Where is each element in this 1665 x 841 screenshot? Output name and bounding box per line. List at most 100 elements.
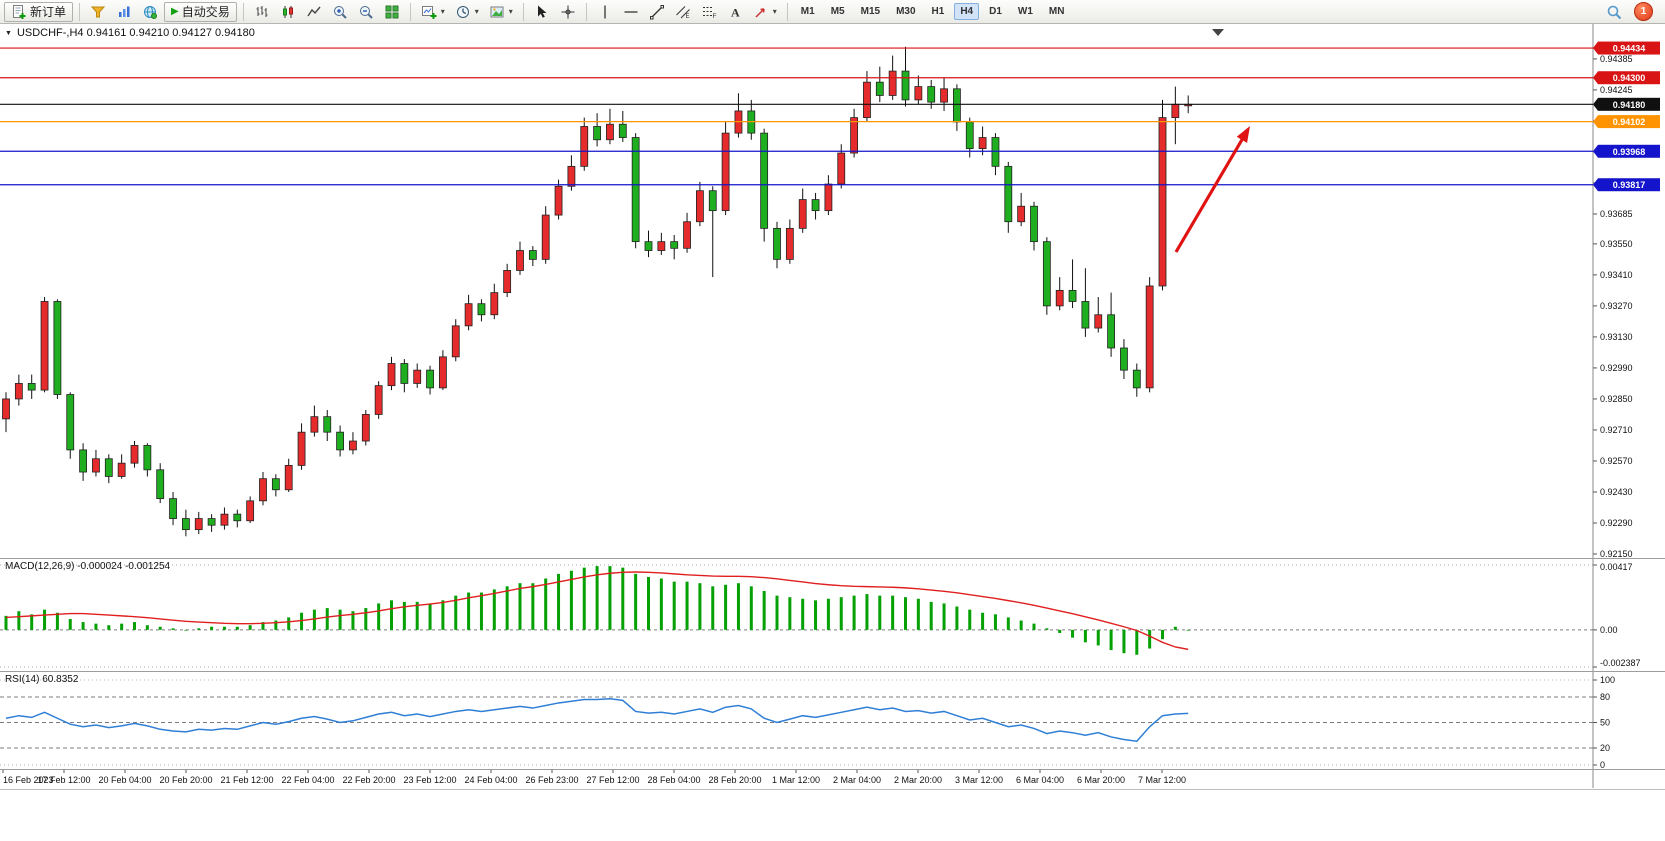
timeframe-m15-button[interactable]: M15 (860, 6, 881, 17)
vertical-line-tool-button[interactable] (593, 2, 617, 22)
time-axis[interactable]: 16 Feb 2023 17 Feb 12:00 20 Feb 04:00 20 Fe… (0, 770, 1665, 790)
candle (297, 423, 306, 470)
timeframe-d1-button[interactable]: D1 (989, 6, 1002, 17)
zoom-in-button[interactable] (328, 2, 352, 22)
timeframe-h4-button[interactable]: H4 (954, 3, 980, 20)
arrows-tool-button[interactable]: ▾ (749, 2, 781, 22)
candle (1081, 268, 1090, 337)
zoom-in-icon (333, 5, 347, 19)
macd-bar (672, 581, 676, 630)
fibonacci-icon: F (702, 6, 716, 20)
macd-bar (1148, 629, 1152, 649)
candle (2, 392, 10, 433)
svg-text:0.94180: 0.94180 (1613, 100, 1646, 110)
community-button[interactable] (138, 2, 162, 22)
new-chart-icon (421, 5, 437, 19)
dropdown-caret-icon[interactable]: ▾ (474, 7, 479, 16)
candlestick-mode-button[interactable] (276, 2, 300, 22)
timeframe-m1-button[interactable]: M1 (800, 6, 815, 17)
dropdown-caret-icon[interactable]: ▾ (772, 7, 777, 16)
candle (79, 443, 87, 481)
macd-bar (222, 626, 226, 630)
rsi-canvas[interactable]: 100 80 50 20 0 (0, 672, 1665, 769)
timeframe-m30-button[interactable]: M30 (896, 6, 916, 17)
horizontal-line-tool-button[interactable] (619, 2, 643, 22)
charts-button[interactable] (112, 2, 136, 22)
autotrading-button[interactable]: ▶ 自动交易 (164, 1, 237, 22)
rsi-pane[interactable]: RSI(14) 60.8352 100 80 50 20 0 (0, 672, 1665, 770)
new-order-button[interactable]: 新订单 (4, 1, 74, 22)
candle (336, 425, 345, 457)
trend-arrow-annotation[interactable] (1174, 126, 1250, 253)
autotrading-label: 自动交易 (181, 5, 230, 19)
macd-bar (287, 617, 291, 630)
market-button[interactable] (86, 2, 110, 22)
cursor-tool-button[interactable] (530, 2, 554, 22)
timeframe-m5-button[interactable]: M5 (830, 6, 845, 17)
svg-text:3 Mar 12:00: 3 Mar 12:00 (955, 775, 1003, 785)
svg-text:0.94434: 0.94434 (1613, 44, 1646, 54)
timeframe-h1-button[interactable]: H1 (931, 6, 945, 17)
candle (606, 108, 614, 145)
crosshair-tool-button[interactable] (556, 2, 580, 22)
templates-button[interactable]: ▾ (485, 2, 517, 22)
periods-button[interactable]: ▾ (451, 2, 483, 22)
macd-bar (647, 576, 650, 630)
price-axis[interactable]: 0.943850.942450.941050.939650.938250.936… (1593, 54, 1633, 558)
macd-bar (749, 586, 753, 630)
candle (14, 374, 23, 406)
trendline-tool-button[interactable] (645, 2, 669, 22)
line-chart-mode-button[interactable] (302, 2, 326, 22)
dropdown-caret-icon[interactable]: ▾ (508, 7, 513, 16)
zoom-out-button[interactable] (354, 2, 378, 22)
svg-text:A: A (731, 5, 740, 19)
candle (940, 77, 948, 111)
chart-shift-marker-icon[interactable] (1212, 29, 1224, 36)
cursor-arrow-icon (537, 5, 547, 18)
macd-bar (852, 595, 856, 630)
candle (978, 126, 987, 156)
new-order-label: 新订单 (30, 5, 67, 19)
svg-text:7 Mar 12:00: 7 Mar 12:00 (1138, 775, 1186, 785)
notification-badge[interactable]: 1 (1634, 2, 1653, 21)
price-chart-pane[interactable]: ▼ USDCHF-,H4 0.94161 0.94210 0.94127 0.9… (0, 24, 1665, 559)
svg-text:0.92990: 0.92990 (1600, 363, 1633, 373)
candle (1004, 161, 1013, 233)
fibonacci-tool-button[interactable]: F (697, 2, 721, 22)
tile-windows-button[interactable] (380, 2, 404, 22)
macd-bar (81, 622, 85, 630)
macd-bar (248, 625, 252, 630)
price-tag: 0.94300 (1593, 71, 1660, 85)
bar-chart-mode-button[interactable] (250, 2, 274, 22)
timeframe-mn-button[interactable]: MN (1048, 6, 1065, 17)
macd-canvas[interactable]: 0.00417 0.00 -0.002387 (0, 559, 1665, 671)
candle (1042, 237, 1051, 315)
macd-bar (582, 567, 586, 630)
svg-text:6 Mar 04:00: 6 Mar 04:00 (1016, 775, 1064, 785)
text-tool-button[interactable]: A (723, 2, 747, 22)
candle (104, 454, 113, 484)
candle (117, 454, 126, 479)
macd-bar (325, 608, 329, 630)
timeframe-w1-button[interactable]: W1 (1017, 6, 1033, 17)
candle (490, 283, 499, 320)
macd-bar (43, 609, 47, 630)
svg-text:0.92710: 0.92710 (1600, 425, 1633, 435)
macd-bar (467, 592, 471, 630)
macd-bar (1083, 629, 1087, 643)
macd-bar (968, 609, 972, 630)
svg-text:0.93550: 0.93550 (1600, 239, 1633, 249)
main-chart-canvas[interactable]: 0.943850.942450.941050.939650.938250.936… (0, 24, 1665, 558)
macd-pane[interactable]: MACD(12,26,9) -0.000024 -0.001254 0.0041… (0, 559, 1665, 672)
macd-bar (428, 603, 432, 630)
channel-tool-button[interactable]: E (671, 2, 695, 22)
macd-bar (685, 581, 689, 630)
dropdown-caret-icon[interactable]: ▾ (440, 7, 445, 16)
new-chart-button[interactable]: ▾ (417, 2, 449, 22)
search-button[interactable] (1602, 2, 1626, 22)
macd-bar (1096, 629, 1100, 646)
candle (1055, 277, 1064, 311)
svg-text:22 Feb 04:00: 22 Feb 04:00 (281, 775, 334, 785)
macd-bar (441, 600, 445, 630)
